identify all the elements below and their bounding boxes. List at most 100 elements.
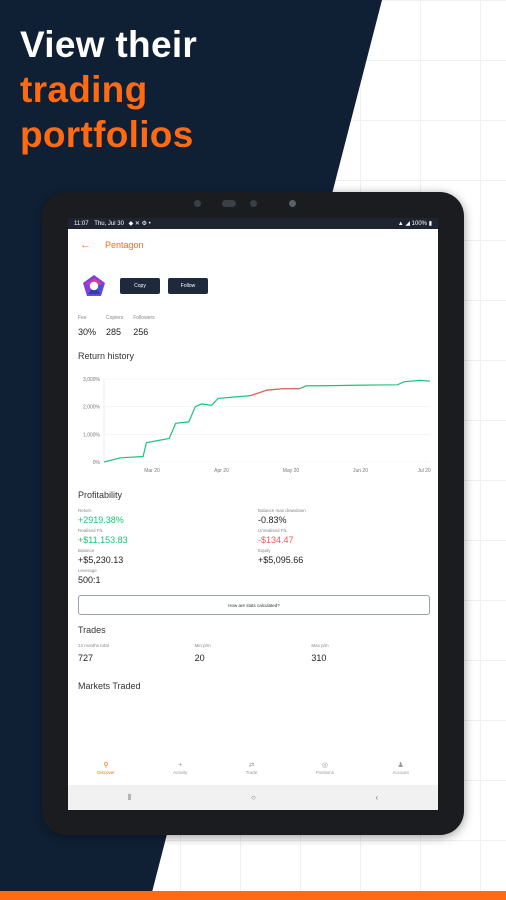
status-right: ▲ ◢ 100% ▮	[398, 220, 432, 227]
profit-equity: Equity +$5,095.66	[258, 548, 438, 565]
target-icon: ◎	[321, 762, 328, 769]
y-tick-label: 1,000%	[83, 432, 101, 438]
arrows-icon: ⇄	[248, 762, 255, 769]
series-line	[103, 379, 431, 463]
profit-value: +$11,153.83	[78, 535, 128, 545]
profit-value: +$5,230.13	[78, 555, 124, 565]
profit-balance: Balance +$5,230.13	[78, 548, 258, 565]
stat-value: 256	[133, 327, 149, 337]
back-arrow-icon[interactable]: ←	[80, 239, 91, 251]
nav-positions[interactable]: ◎ Positions	[316, 761, 334, 775]
plus-icon: +	[178, 762, 183, 769]
trades-label: 12 months total	[78, 643, 109, 648]
follow-button[interactable]: Follow	[168, 278, 208, 294]
y-tick-label: 2,000%	[83, 405, 101, 411]
camera-icon	[250, 200, 257, 207]
stat-label: Followers	[133, 315, 155, 321]
stat-followers: Followers 256	[133, 315, 154, 337]
trades-label: Max p/m	[311, 643, 329, 648]
status-left: 11:07 Thu, Jul 30 ◆ ✕ ⚙ •	[74, 220, 151, 227]
headline: View their trading portfolios	[20, 22, 197, 157]
line-chart: 0% 1,000% 2,000% 3,000% Mar 20 Apr 20 May 20 Ju…	[83, 377, 431, 474]
profitability-title: Profitability	[78, 490, 123, 500]
profitability-grid: Return +2919.38% Balance max drawdown -0…	[78, 508, 428, 585]
stat-value: 30%	[78, 327, 97, 337]
x-tick-label: Mar 20	[144, 468, 160, 474]
profit-label: Balance	[78, 548, 95, 553]
headline-line2: trading	[20, 69, 148, 110]
trades-grid: 12 months total 727 Min p/m 20 Max p/m 3…	[78, 643, 428, 663]
profit-value: -0.83%	[258, 515, 287, 525]
nav-discover[interactable]: ⚲ Discover	[97, 761, 115, 775]
nav-label: Account	[392, 770, 409, 775]
recents-icon[interactable]: ⦀	[127, 792, 132, 802]
return-history-chart: 0% 1,000% 2,000% 3,000% Mar 20 Apr 20 May 20 Ju…	[68, 367, 438, 482]
profit-label: Return	[78, 508, 92, 513]
stat-copiers: Copiers 285	[106, 315, 123, 337]
return-history-title: Return history	[78, 351, 135, 361]
profit-value: +2919.38%	[78, 515, 124, 525]
trader-profile: Copy Follow	[68, 261, 438, 301]
profit-unrealised: Unrealised P/L -$134.47	[258, 528, 438, 545]
headline-line1: View their	[20, 24, 198, 65]
stat-label: Copiers	[106, 315, 124, 321]
camera-icon	[194, 200, 201, 207]
trades-title: Trades	[78, 625, 106, 635]
home-icon[interactable]: ○	[250, 793, 256, 802]
tablet-device: 11:07 Thu, Jul 30 ◆ ✕ ⚙ • ▲ ◢ 100% ▮ ← P…	[42, 192, 464, 835]
trades-value: 20	[194, 653, 205, 663]
signal-icon: ▲ ◢	[397, 221, 412, 227]
status-bar: 11:07 Thu, Jul 30 ◆ ✕ ⚙ • ▲ ◢ 100% ▮	[68, 218, 438, 229]
pentagon-logo-icon	[83, 275, 105, 296]
nav-label: Activity	[173, 770, 188, 775]
battery-icon: ▮	[428, 221, 432, 227]
trades-min: Min p/m 20	[195, 643, 312, 663]
page-title: Pentagon	[105, 240, 144, 250]
search-icon: ⚲	[103, 762, 109, 769]
sensor-icon	[222, 200, 236, 207]
y-tick-label: 0%	[93, 460, 101, 466]
trades-label: Min p/m	[194, 643, 211, 648]
profitability-section: Profitability Return +2919.38% Balance m…	[68, 482, 438, 585]
back-icon[interactable]: ‹	[375, 793, 379, 802]
copy-button[interactable]: Copy	[120, 278, 160, 294]
profit-leverage: Leverage 500:1	[78, 568, 258, 585]
headline-line3: portfolios	[20, 114, 194, 155]
nav-trade[interactable]: ⇄ Trade	[246, 761, 258, 775]
y-tick-label: 3,000%	[83, 377, 101, 383]
profit-value: -$134.47	[258, 535, 294, 545]
stat-fee: Fee 30%	[78, 315, 96, 337]
profit-label: Leverage	[78, 568, 97, 573]
trades-value: 310	[311, 653, 327, 663]
stat-label: Fee	[78, 315, 87, 321]
stat-value: 285	[106, 327, 122, 337]
profit-value: +$5,095.66	[258, 555, 304, 565]
nav-label: Discover	[97, 770, 115, 775]
nav-account[interactable]: ♟ Account	[392, 761, 408, 775]
trades-value: 727	[78, 653, 94, 663]
x-tick-label: Jul 20	[417, 468, 431, 474]
profit-label: Balance max drawdown	[258, 508, 306, 513]
x-tick-label: Jun 20	[353, 468, 368, 474]
status-date: Thu, Jul 30	[94, 221, 124, 227]
markets-traded-title: Markets Traded	[78, 681, 141, 691]
system-navigation: ⦀ ○ ‹	[68, 785, 438, 810]
status-time: 11:07	[74, 221, 89, 227]
camera-icon	[289, 200, 296, 207]
trader-stats: Fee 30% Copiers 285 Followers 256	[68, 301, 438, 337]
profit-return: Return +2919.38%	[78, 508, 258, 525]
nav-label: Positions	[315, 770, 335, 775]
profit-label: Unrealised P/L	[258, 528, 288, 533]
stats-calculation-button[interactable]: How are stats calculated?	[78, 595, 430, 615]
profit-label: Realised P/L	[78, 528, 104, 533]
series-line-negative	[250, 388, 300, 397]
notification-icon: ◆ ✕ ⚙ •	[128, 221, 151, 227]
x-tick-label: Apr 20	[214, 468, 229, 474]
nav-activity[interactable]: + Activity	[173, 761, 187, 775]
x-tick-label: May 20	[283, 468, 300, 474]
app-bar: ← Pentagon	[68, 229, 438, 261]
accent-bar	[0, 891, 506, 900]
trades-section: Trades 12 months total 727 Min p/m 20 Ma…	[68, 615, 438, 663]
trades-total: 12 months total 727	[78, 643, 195, 663]
user-icon: ♟	[397, 762, 404, 769]
